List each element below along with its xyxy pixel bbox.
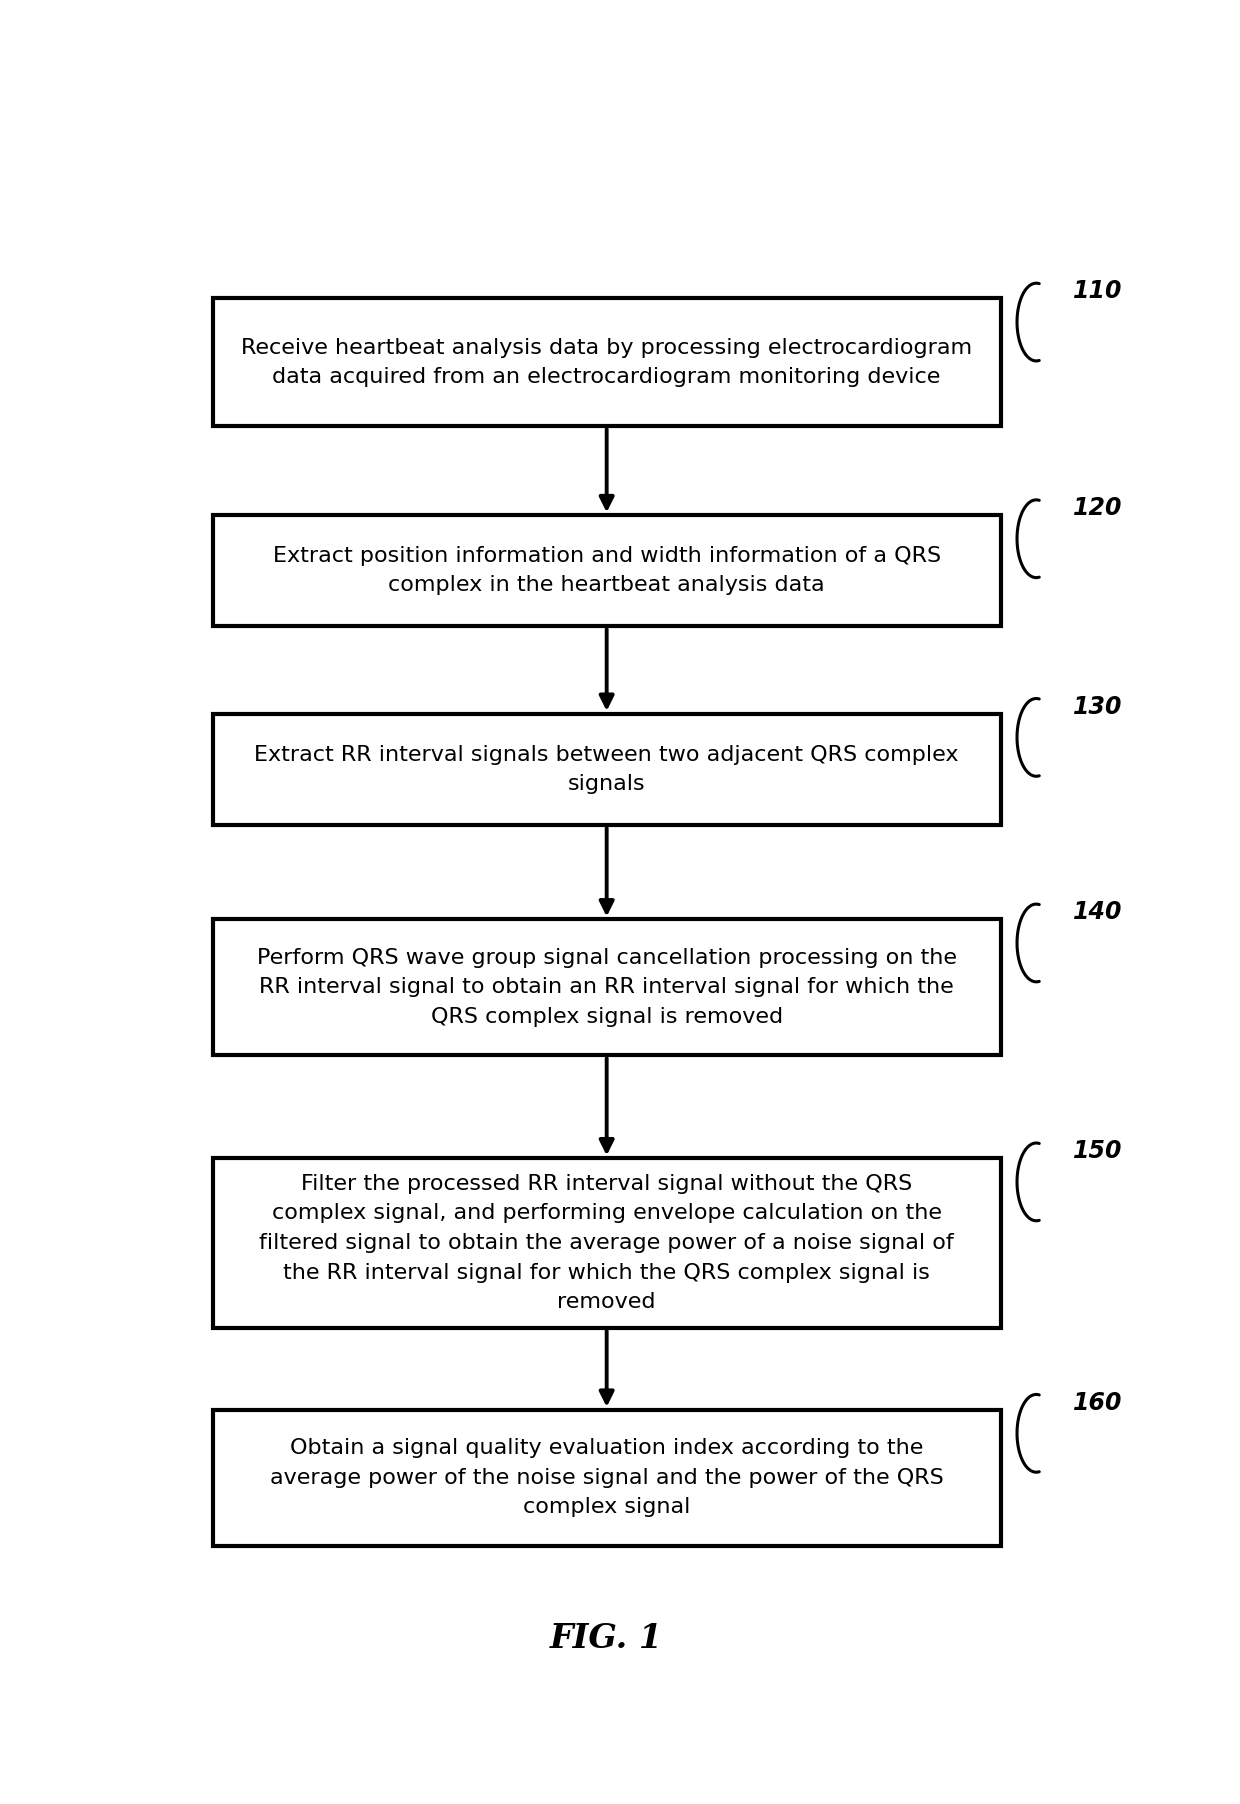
- FancyBboxPatch shape: [213, 1158, 1001, 1328]
- FancyBboxPatch shape: [213, 1409, 1001, 1546]
- Text: Receive heartbeat analysis data by processing electrocardiogram
data acquired fr: Receive heartbeat analysis data by proce…: [241, 337, 972, 388]
- Text: Extract position information and width information of a QRS
complex in the heart: Extract position information and width i…: [273, 547, 941, 595]
- Text: Filter the processed RR interval signal without the QRS
complex signal, and perf: Filter the processed RR interval signal …: [259, 1174, 954, 1312]
- FancyBboxPatch shape: [213, 920, 1001, 1055]
- FancyBboxPatch shape: [213, 714, 1001, 824]
- Text: 160: 160: [1073, 1391, 1122, 1414]
- Text: Perform QRS wave group signal cancellation processing on the
RR interval signal : Perform QRS wave group signal cancellati…: [257, 947, 957, 1026]
- FancyBboxPatch shape: [213, 516, 1001, 626]
- FancyBboxPatch shape: [213, 298, 1001, 426]
- Text: 110: 110: [1073, 280, 1122, 303]
- Text: 150: 150: [1073, 1140, 1122, 1164]
- Text: Obtain a signal quality evaluation index according to the
average power of the n: Obtain a signal quality evaluation index…: [270, 1438, 944, 1517]
- Text: Extract RR interval signals between two adjacent QRS complex
signals: Extract RR interval signals between two …: [254, 745, 959, 794]
- Text: 130: 130: [1073, 695, 1122, 718]
- Text: FIG. 1: FIG. 1: [551, 1622, 663, 1656]
- Text: 120: 120: [1073, 496, 1122, 520]
- Text: 140: 140: [1073, 900, 1122, 924]
